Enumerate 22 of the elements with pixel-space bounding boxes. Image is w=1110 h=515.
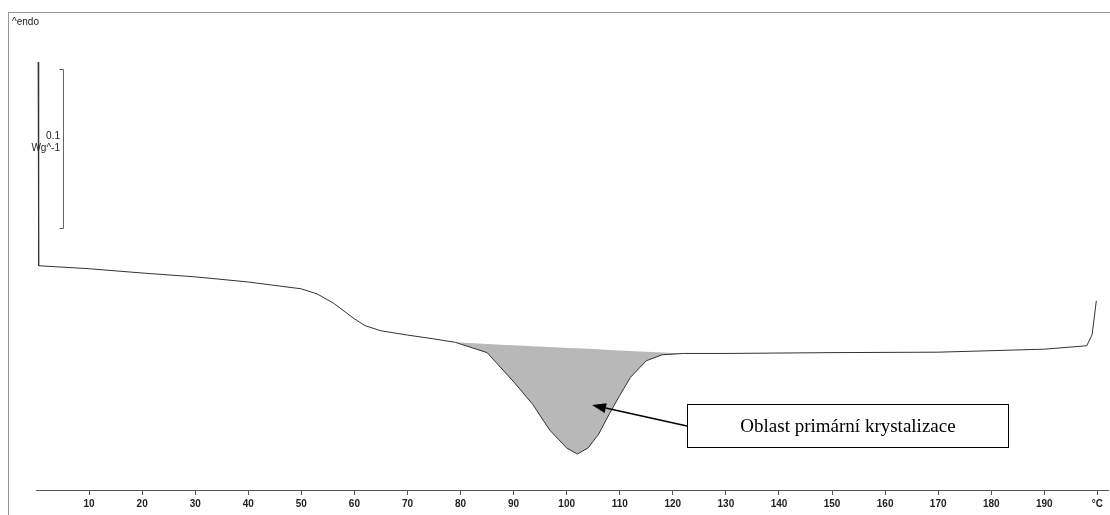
x-tick-label: 70 — [401, 497, 414, 509]
x-tick-label: 130 — [717, 497, 735, 509]
annotation: Oblast primární krystalizace — [687, 404, 1009, 448]
x-tick-label: 110 — [611, 497, 629, 509]
x-tick-label: 20 — [136, 497, 149, 509]
x-tick-label: 80 — [454, 497, 467, 509]
x-tick-label: 10 — [83, 497, 96, 509]
x-tick-label: 140 — [770, 497, 788, 509]
x-tick-label: 40 — [242, 497, 255, 509]
x-tick-label: 90 — [508, 497, 520, 509]
x-tick-label: 100 — [558, 497, 576, 509]
x-tick-label: 120 — [664, 497, 682, 509]
x-tick-label: 190 — [1035, 497, 1054, 509]
x-tick-label: 50 — [295, 497, 308, 509]
x-tick-label: 160 — [876, 497, 894, 509]
x-tick-label: 30 — [189, 497, 202, 509]
x-tick-label: °C — [1091, 497, 1103, 509]
x-tick-label: 180 — [982, 497, 1001, 509]
text: ^endo — [12, 16, 39, 27]
x-tick-label: 150 — [823, 497, 841, 509]
x-tick-label: 170 — [929, 497, 947, 509]
x-tick-label: 60 — [348, 497, 361, 509]
